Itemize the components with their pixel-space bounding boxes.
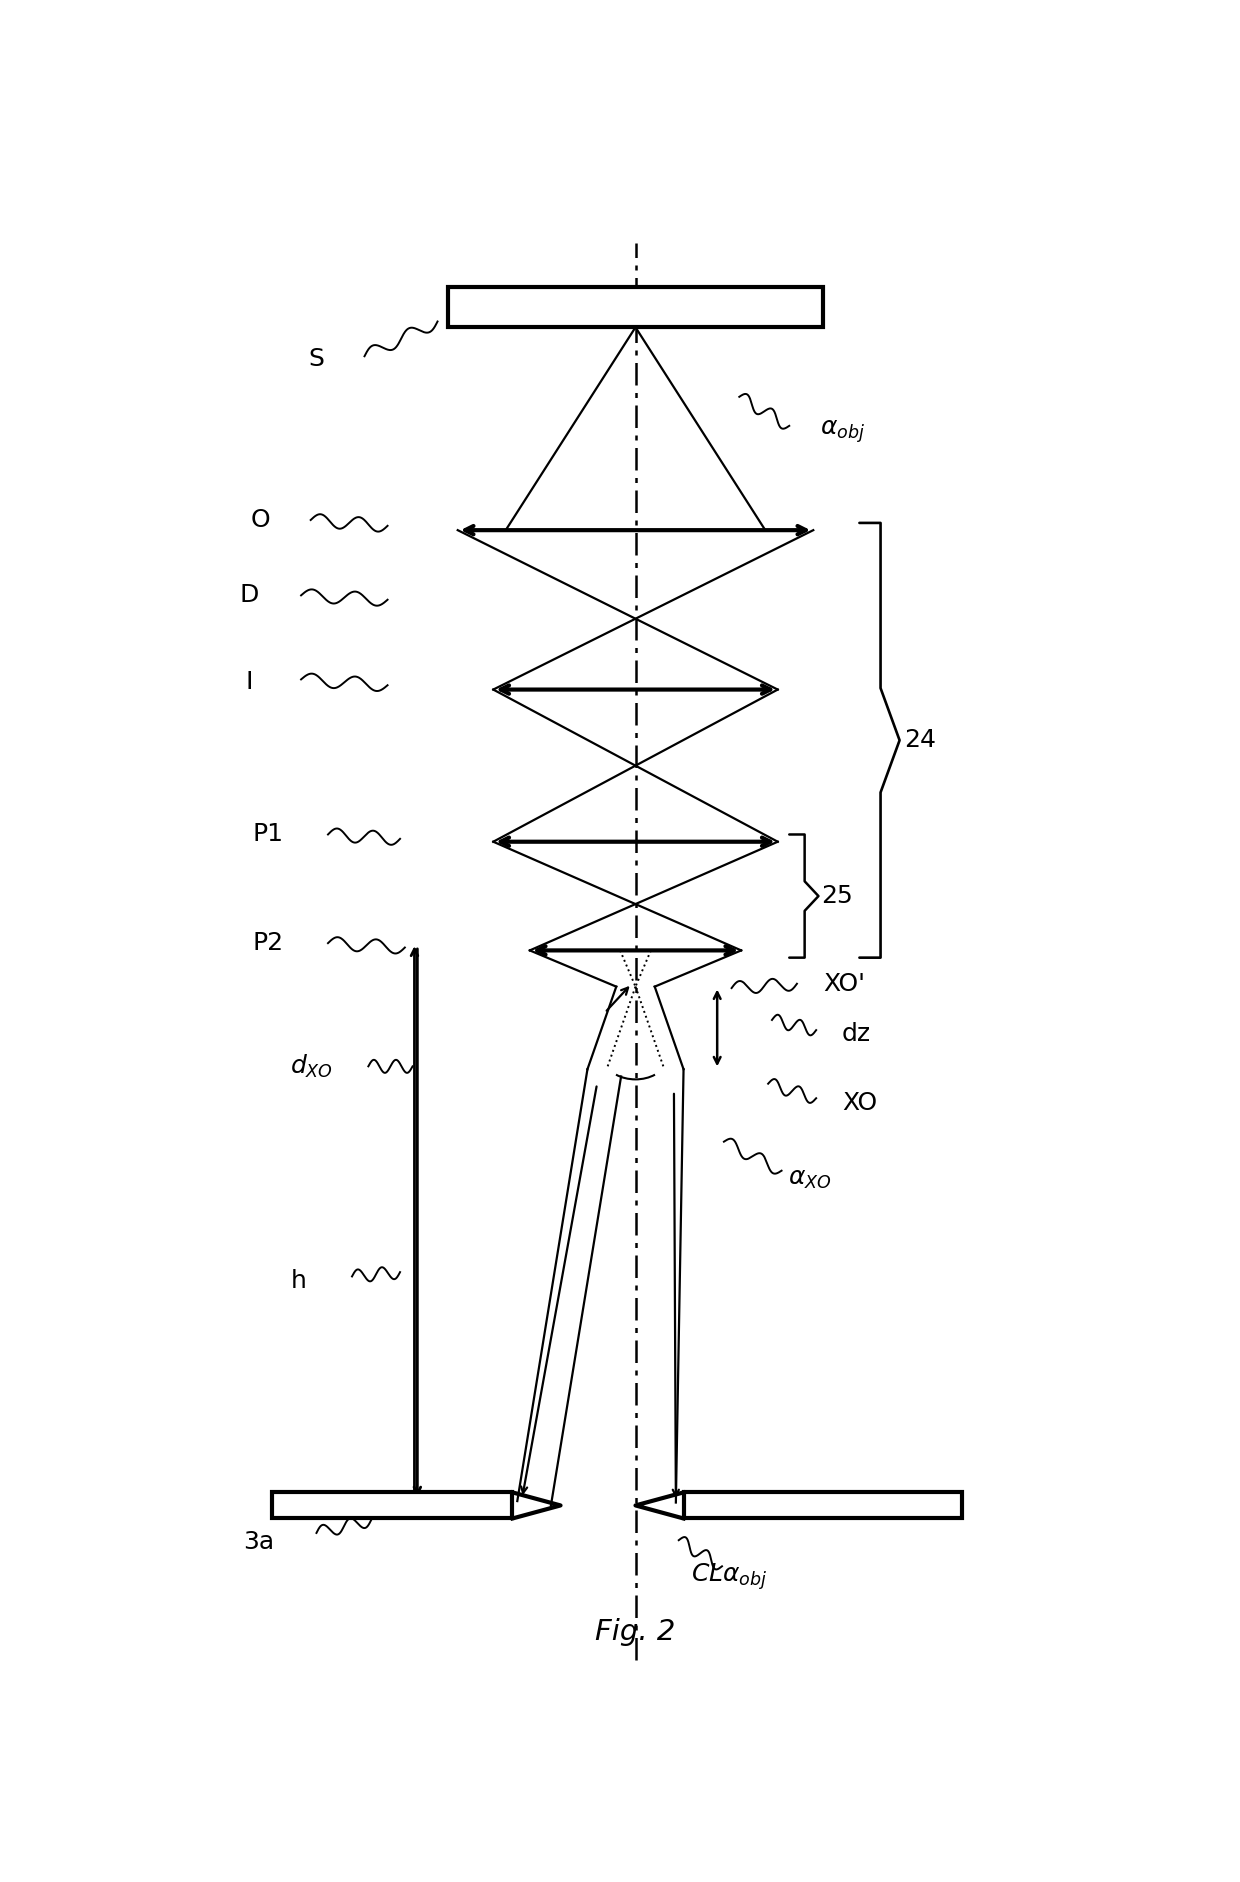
Text: dz: dz bbox=[842, 1022, 872, 1046]
Text: h: h bbox=[291, 1268, 308, 1293]
Text: O: O bbox=[250, 508, 270, 533]
Bar bbox=[448, 286, 823, 327]
Text: 25: 25 bbox=[822, 885, 853, 909]
Text: $\alpha_{XO}$: $\alpha_{XO}$ bbox=[789, 1167, 832, 1191]
Text: P1: P1 bbox=[253, 822, 284, 847]
Text: P2: P2 bbox=[253, 932, 284, 956]
Text: D: D bbox=[239, 583, 259, 608]
Text: $d_{XO}$: $d_{XO}$ bbox=[290, 1052, 334, 1080]
Text: 3a: 3a bbox=[243, 1530, 274, 1555]
Text: XO: XO bbox=[842, 1090, 877, 1114]
Bar bbox=[683, 1492, 962, 1519]
Text: S: S bbox=[309, 346, 325, 371]
Text: 24: 24 bbox=[904, 728, 936, 753]
Text: $\alpha_{obj}$: $\alpha_{obj}$ bbox=[820, 418, 866, 444]
Text: Fig. 2: Fig. 2 bbox=[595, 1617, 676, 1645]
Text: $CL\alpha_{obj}$: $CL\alpha_{obj}$ bbox=[692, 1560, 768, 1592]
Text: I: I bbox=[246, 670, 253, 694]
Text: XO': XO' bbox=[823, 971, 864, 996]
Bar bbox=[273, 1492, 512, 1519]
